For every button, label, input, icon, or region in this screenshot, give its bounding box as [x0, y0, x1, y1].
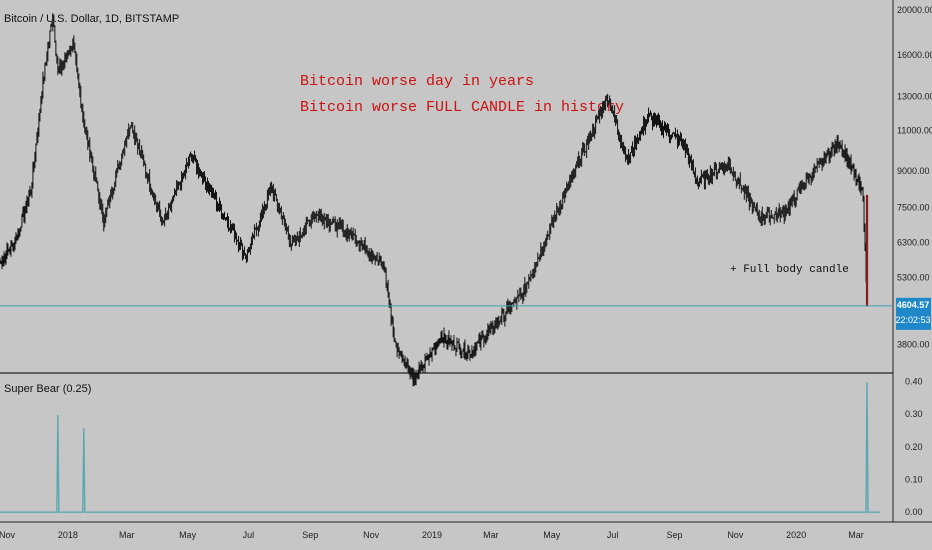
time-tick-label: 2020: [786, 530, 806, 540]
time-tick-label: Nov: [727, 530, 744, 540]
indicator-tick-label: 0.40: [905, 377, 923, 387]
price-badge-background: [896, 297, 931, 330]
price-tick-label: 9000.00: [897, 166, 930, 176]
time-tick-label: 2018: [58, 530, 78, 540]
super-bear-line: [0, 383, 880, 513]
time-tick-label: Nov: [0, 530, 15, 540]
time-tick-label: Nov: [363, 530, 380, 540]
price-tick-label: 16000.00: [897, 50, 932, 60]
indicator-axis[interactable]: 0.40 0.30 0.20 0.10 0.00: [905, 377, 923, 518]
time-tick-label: 2019: [422, 530, 442, 540]
price-tick-label: 20000.00: [897, 5, 932, 15]
symbol-title[interactable]: Bitcoin / U.S. Dollar, 1D, BITSTAMP: [4, 13, 179, 25]
super-bear-spike: [866, 382, 868, 384]
time-tick-label: Jul: [607, 530, 619, 540]
indicator-tick-label: 0.00: [905, 507, 923, 517]
time-tick-label: Mar: [119, 530, 135, 540]
price-badge: 4604.57 22:02:53: [895, 297, 931, 330]
price-tick-label: 6300.00: [897, 238, 930, 248]
super-bear-spike: [57, 415, 59, 417]
time-axis[interactable]: Nov 2018 Mar May Jul Sep Nov 2019 Mar May Jul Sep No…: [0, 530, 864, 540]
annotation-note: + Full body candle: [730, 264, 849, 276]
price-axis[interactable]: 20000.00 16000.00 13000.00 11000.00 9000.00 7…: [897, 5, 932, 350]
price-tick-label: 13000.00: [897, 92, 932, 102]
price-tick-label: 7500.00: [897, 203, 930, 213]
time-tick-label: Mar: [483, 530, 499, 540]
time-tick-label: Mar: [848, 530, 864, 540]
time-tick-label: May: [179, 530, 197, 540]
price-tick-label: 3800.00: [897, 340, 930, 350]
time-tick-label: Sep: [666, 530, 682, 540]
indicator-series: [0, 382, 880, 513]
time-tick-label: May: [543, 530, 561, 540]
price-badge-value: 4604.57: [897, 300, 930, 310]
price-tick-label: 5300.00: [897, 273, 930, 283]
price-badge-countdown: 22:02:53: [895, 315, 930, 325]
indicator-tick-label: 0.10: [905, 475, 923, 485]
time-tick-label: Sep: [302, 530, 318, 540]
super-bear-spike: [83, 428, 85, 430]
indicator-tick-label: 0.20: [905, 442, 923, 452]
annotation-line-2: Bitcoin worse FULL CANDLE in history: [300, 99, 624, 116]
indicator-title[interactable]: Super Bear (0.25): [4, 383, 91, 395]
time-tick-label: Jul: [243, 530, 255, 540]
indicator-tick-label: 0.30: [905, 409, 923, 419]
annotation-line-1: Bitcoin worse day in years: [300, 73, 534, 90]
price-tick-label: 11000.00: [897, 125, 932, 135]
candle-series: [0, 13, 869, 387]
